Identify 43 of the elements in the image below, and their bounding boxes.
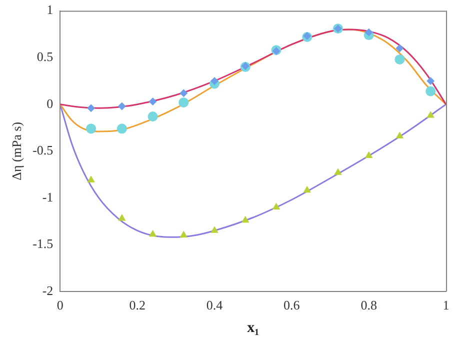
point (180, 89, 188, 98)
point (118, 214, 126, 221)
point (87, 104, 96, 112)
point (303, 186, 311, 193)
y-tick-label: -1 (42, 189, 54, 204)
point (272, 202, 280, 210)
line-series (60, 104, 446, 238)
point (241, 216, 250, 223)
point (426, 111, 434, 118)
x-tick-label: 0.4 (206, 298, 224, 313)
y-tick-label: 0 (46, 96, 54, 111)
point (394, 54, 405, 64)
x-tick-label: 1 (442, 298, 450, 313)
y-axis-title: Δη (mPa s) (9, 122, 24, 180)
x-tick-label: 0 (56, 298, 64, 313)
line-series (60, 28, 446, 109)
point (148, 98, 157, 106)
x-tick-label: 0.2 (129, 298, 146, 313)
x-tick-label: 0.8 (360, 298, 377, 313)
point (178, 97, 189, 108)
y-tick-label: 0.5 (36, 48, 54, 64)
point (148, 230, 157, 237)
point (334, 168, 342, 175)
point (426, 86, 436, 96)
point (396, 132, 404, 138)
point (86, 124, 96, 134)
point (116, 124, 127, 134)
y-tick-label: -1.5 (32, 236, 54, 252)
point (396, 44, 404, 52)
y-tick-label: -0.5 (32, 142, 54, 158)
point (364, 28, 373, 36)
point (118, 102, 126, 110)
point (210, 76, 219, 85)
point (210, 226, 218, 233)
x-tick-label: 0.6 (284, 298, 300, 313)
y-tick-label: 1 (46, 2, 54, 18)
point (180, 230, 188, 238)
point (426, 76, 435, 85)
y-tick-label: -2 (42, 282, 54, 298)
point (364, 151, 373, 158)
x-axis-title: x₁ (247, 320, 260, 336)
point (148, 111, 158, 122)
point (87, 176, 95, 182)
